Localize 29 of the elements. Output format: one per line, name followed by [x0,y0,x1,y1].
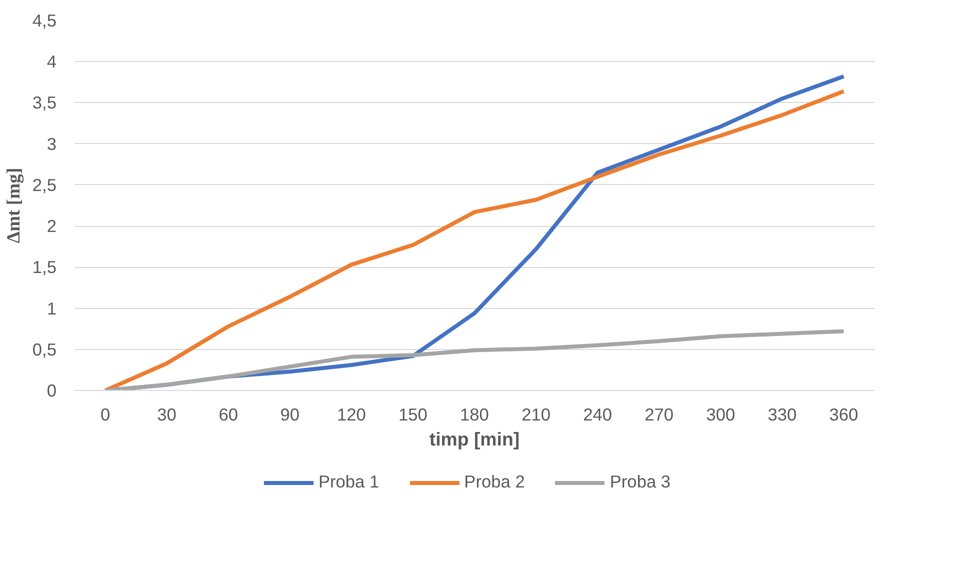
x-tick-label: 90 [280,404,300,424]
legend-label: Proba 1 [318,472,380,492]
x-tick-label: 330 [768,404,797,424]
x-tick-label: 270 [644,404,674,424]
x-tick-label: 150 [398,404,428,424]
legend-label: Proba 2 [464,472,525,492]
y-tick-label: 1 [46,298,57,318]
y-tick-label: 2 [46,216,57,236]
x-tick-label: 360 [829,404,858,424]
y-tick-label: 4 [46,52,57,72]
x-tick-label: 30 [157,404,176,424]
x-tick-label: 0 [100,404,110,424]
x-axis-title: timp [min] [429,428,520,450]
y-tick-label: 2,5 [32,174,57,195]
x-tick-label: 240 [583,404,612,424]
y-tick-label: 3,5 [32,92,57,113]
line-series [103,329,846,390]
x-tick-label: 180 [460,404,489,424]
x-tick-label: 210 [522,404,551,424]
x-tick-label: 60 [218,404,238,424]
y-axis-title: Δmt [mg] [3,168,24,244]
y-tick-label: 0 [46,380,57,400]
y-tick-label: 4,5 [32,10,57,30]
y-tick-label: 3 [46,134,57,154]
legend-label: Proba 3 [610,472,671,492]
x-tick-label: 300 [706,404,736,424]
x-tick-label: 120 [336,404,366,424]
y-tick-label: 0,5 [32,339,57,360]
y-tick-label: 1,5 [32,257,57,278]
